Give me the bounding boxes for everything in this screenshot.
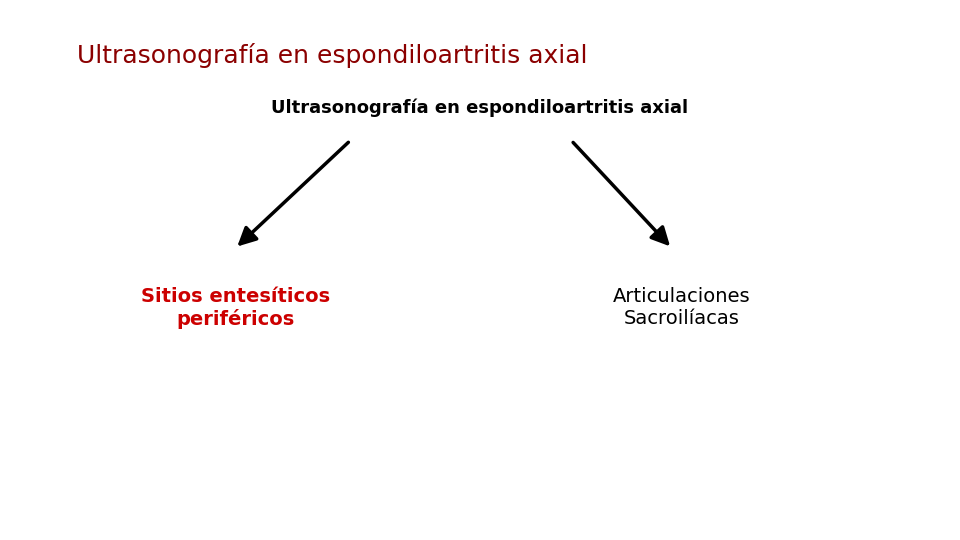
- Text: Articulaciones
Sacroilíacas: Articulaciones Sacroilíacas: [612, 287, 751, 328]
- Text: Ultrasonografía en espondiloartritis axial: Ultrasonografía en espondiloartritis axi…: [77, 43, 588, 68]
- Text: Sitios entesíticos
periféricos: Sitios entesíticos periféricos: [140, 287, 330, 329]
- Text: Ultrasonografía en espondiloartritis axial: Ultrasonografía en espondiloartritis axi…: [272, 99, 688, 117]
